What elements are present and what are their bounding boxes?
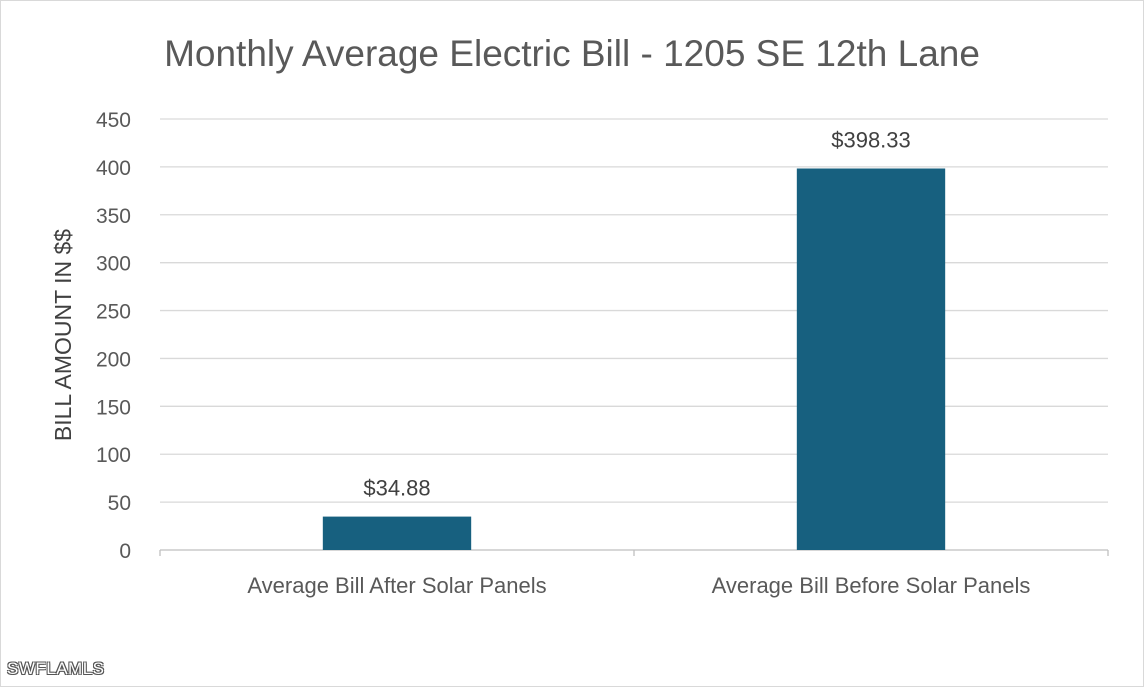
- y-axis-ticks: 0 50 100 150 200 250 300 350 400 450: [96, 109, 131, 563]
- y-axis-label: BILL AMOUNT IN $$: [50, 229, 76, 441]
- x-category-label: Average Bill After Solar Panels: [247, 573, 546, 598]
- bar: [796, 168, 946, 550]
- data-labels: $34.88 $398.33: [363, 127, 910, 500]
- chart-title: Monthly Average Electric Bill - 1205 SE …: [164, 33, 980, 74]
- x-axis-categories: Average Bill After Solar Panels Average B…: [247, 573, 1030, 598]
- gridlines: [159, 118, 1109, 556]
- y-tick-label: 250: [96, 301, 131, 324]
- y-tick-label: 450: [96, 109, 131, 132]
- bars: [322, 168, 946, 550]
- bar: [322, 516, 472, 550]
- y-tick-label: 150: [96, 396, 131, 419]
- y-tick-label: 100: [96, 444, 131, 467]
- y-tick-label: 400: [96, 157, 131, 180]
- y-tick-label: 300: [96, 253, 131, 276]
- y-tick-label: 50: [108, 492, 131, 515]
- y-tick-label: 200: [96, 348, 131, 371]
- data-label: $398.33: [831, 127, 911, 152]
- watermark-logo: SWFLAMLS: [7, 659, 105, 678]
- data-label: $34.88: [363, 476, 430, 501]
- x-category-label: Average Bill Before Solar Panels: [712, 573, 1031, 598]
- y-tick-label: 350: [96, 205, 131, 228]
- y-tick-label: 0: [119, 540, 131, 563]
